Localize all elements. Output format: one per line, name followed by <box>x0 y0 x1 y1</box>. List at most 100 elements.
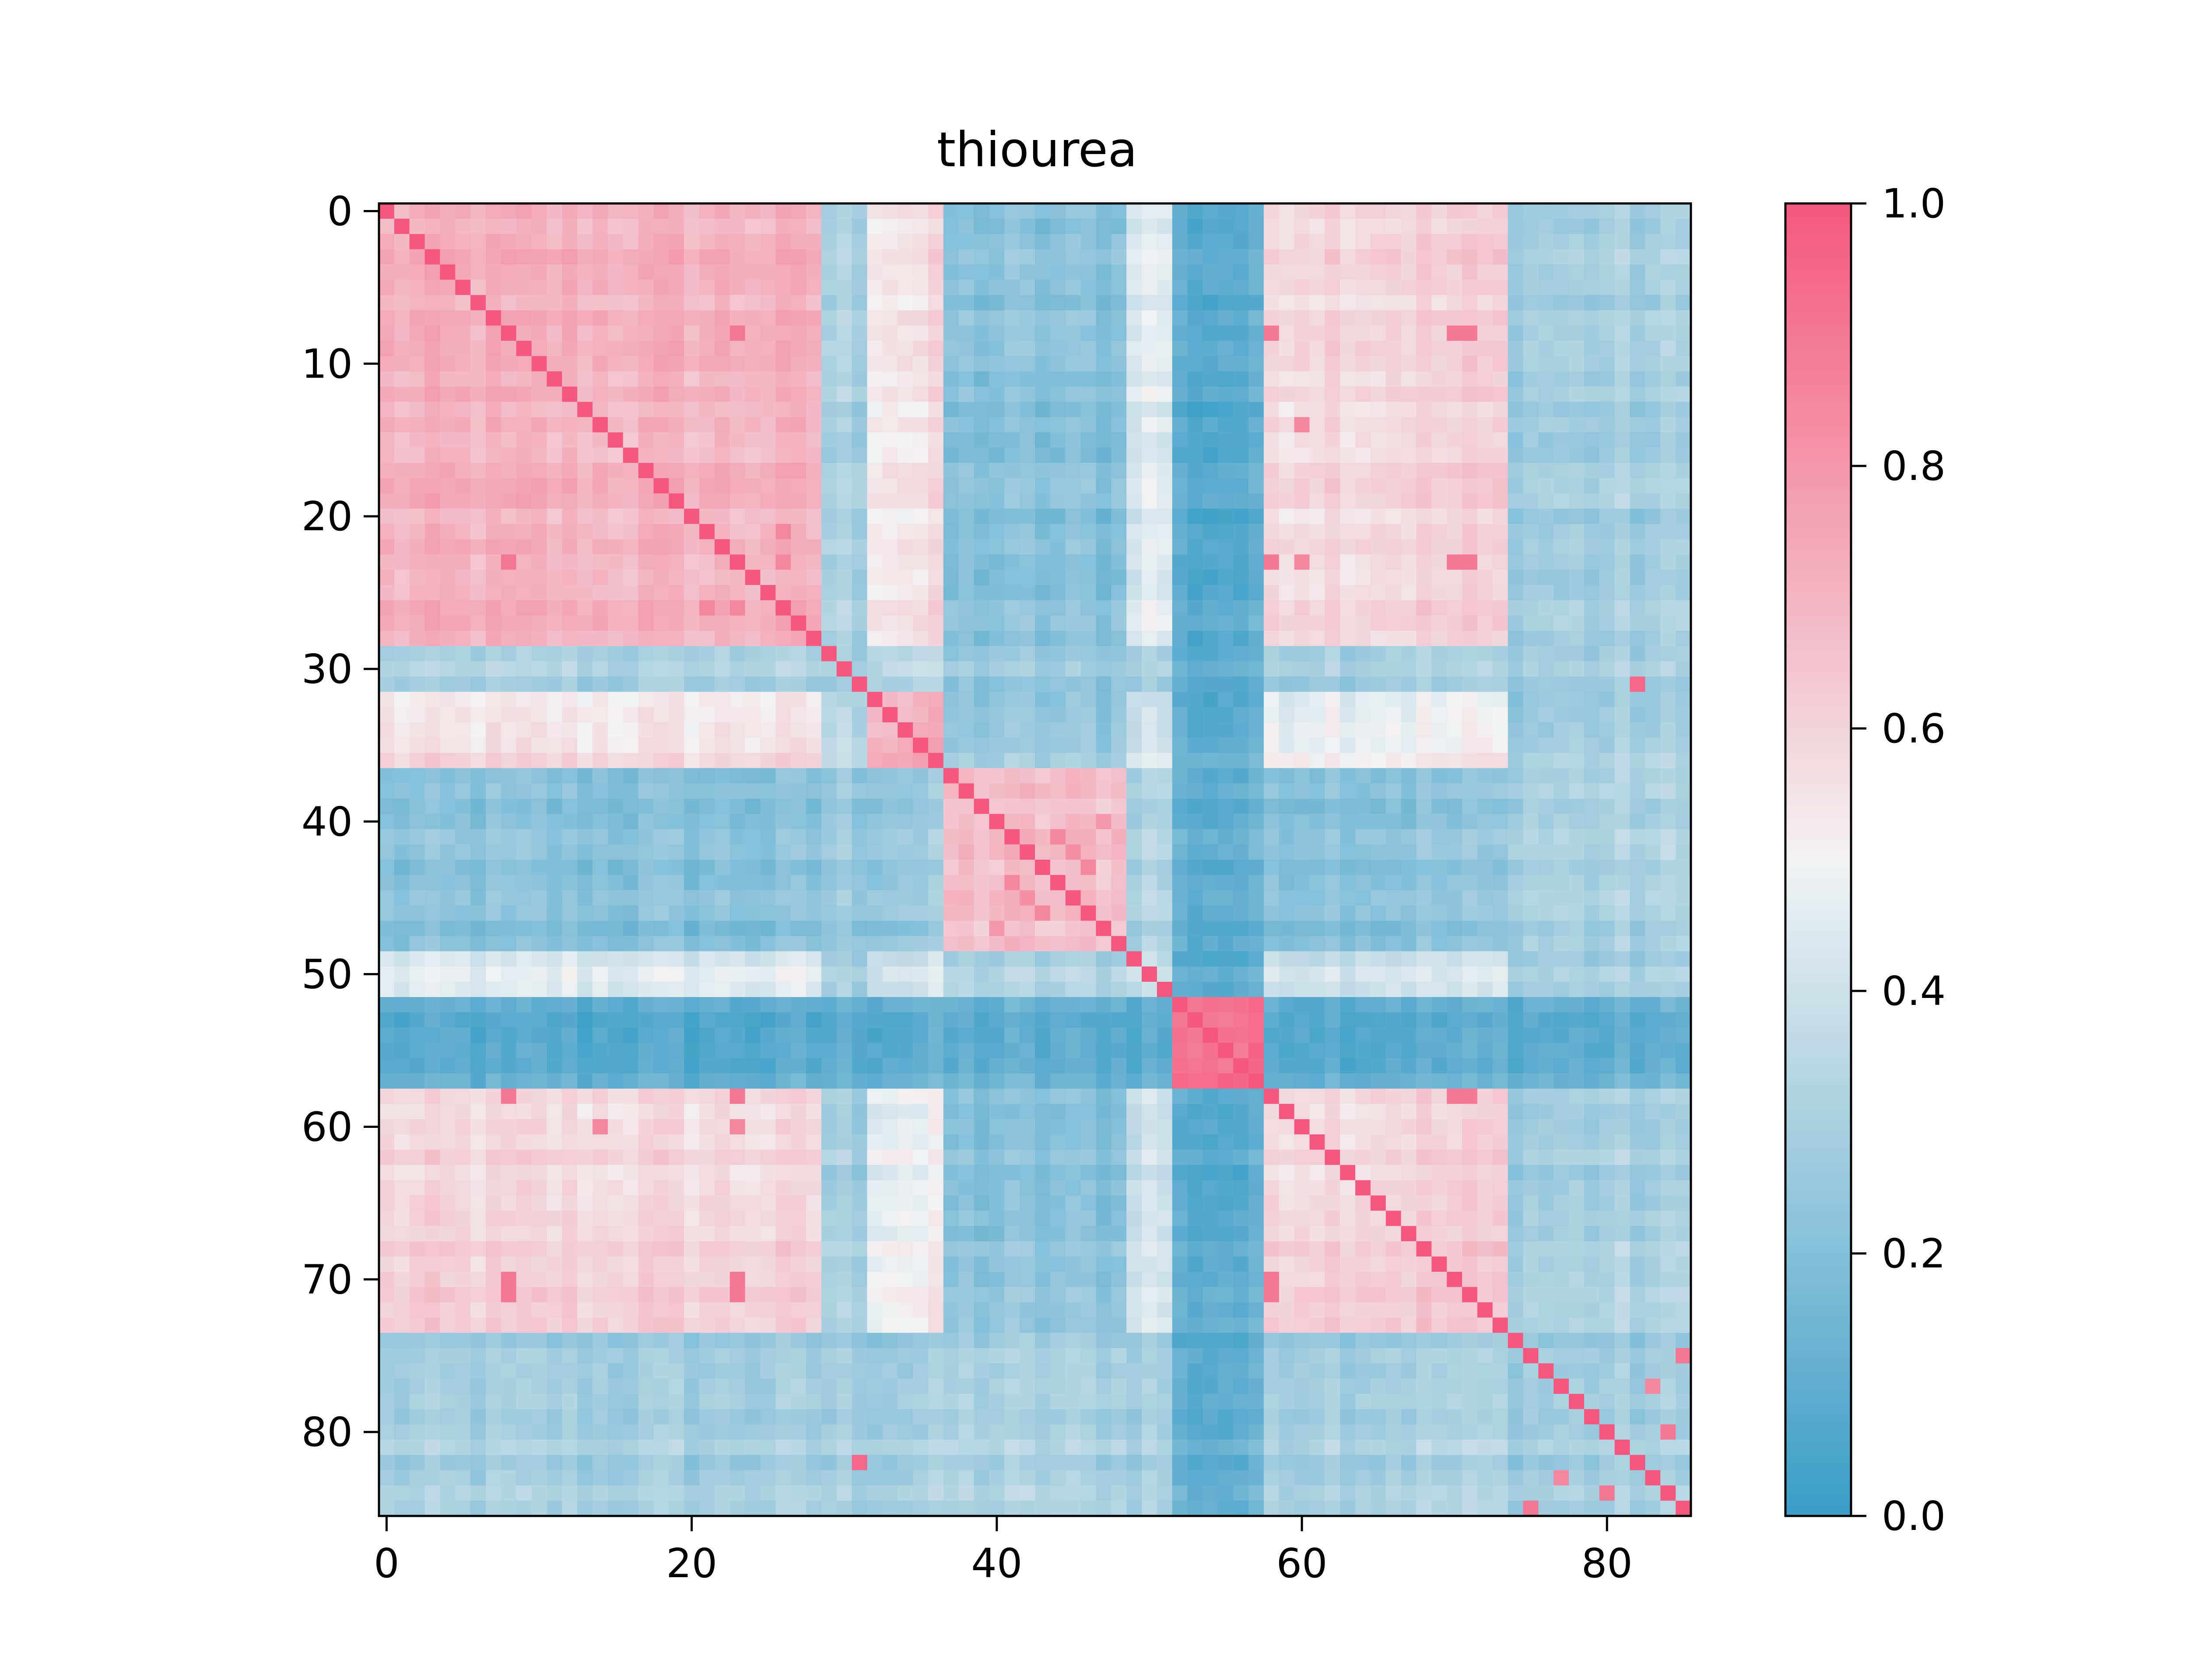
heatmap-cell <box>714 951 730 967</box>
heatmap-cell <box>409 844 425 860</box>
heatmap-cell <box>1126 707 1142 723</box>
heatmap-cell <box>821 737 837 753</box>
heatmap-cell <box>1492 1058 1508 1074</box>
heatmap-cell <box>1492 982 1508 998</box>
heatmap-cell <box>1645 356 1661 372</box>
heatmap-cell <box>1065 585 1081 601</box>
heatmap-cell <box>989 539 1005 555</box>
heatmap-cell <box>1447 234 1462 250</box>
heatmap-cell <box>1569 432 1585 448</box>
heatmap-cell <box>623 524 639 540</box>
heatmap-cell <box>1569 920 1585 937</box>
heatmap-cell <box>1431 326 1447 341</box>
heatmap-cell <box>699 844 715 860</box>
heatmap-cell <box>1553 493 1569 509</box>
heatmap-cell <box>1187 798 1203 814</box>
heatmap-cell <box>1569 402 1585 417</box>
heatmap-cell <box>913 539 929 555</box>
heatmap-cell <box>1569 860 1585 875</box>
heatmap-cell <box>1325 676 1340 692</box>
heatmap-cell <box>1218 798 1234 814</box>
heatmap-cell <box>928 768 944 784</box>
heatmap-cell <box>1080 783 1097 799</box>
heatmap-cell <box>836 615 852 631</box>
heatmap-cell <box>1385 646 1402 662</box>
heatmap-cell <box>1645 722 1661 738</box>
heatmap-cell <box>1263 203 1280 219</box>
heatmap-cell <box>607 570 624 585</box>
heatmap-cell <box>669 920 684 937</box>
heatmap-cell <box>989 692 1005 707</box>
heatmap-cell <box>928 295 944 311</box>
heatmap-cell <box>1416 798 1432 814</box>
heatmap-cell <box>455 875 471 891</box>
heatmap-cell <box>470 676 486 692</box>
heatmap-cell <box>1538 310 1554 326</box>
heatmap-cell <box>1294 585 1310 601</box>
heatmap-cell <box>1172 570 1188 585</box>
heatmap-cell <box>729 905 746 921</box>
heatmap-cell <box>791 844 806 860</box>
heatmap-cell <box>928 982 944 998</box>
heatmap-cell <box>1676 875 1691 891</box>
heatmap-cell <box>1340 554 1356 570</box>
heatmap-cell <box>913 630 929 647</box>
heatmap-cell <box>1599 615 1615 631</box>
heatmap-cell <box>1431 493 1447 509</box>
heatmap-cell <box>1660 234 1676 250</box>
heatmap-cell <box>1142 875 1157 891</box>
heatmap-cell <box>516 936 532 952</box>
heatmap-cell <box>1157 371 1173 387</box>
heatmap-cell <box>593 539 608 555</box>
heatmap-cell <box>547 1027 562 1043</box>
heatmap-cell <box>1599 875 1615 891</box>
heatmap-cell <box>1263 1058 1280 1074</box>
heatmap-cell <box>1065 920 1081 937</box>
heatmap-cell <box>1462 966 1478 982</box>
heatmap-cell <box>1157 402 1173 417</box>
heatmap-cell <box>928 432 944 448</box>
heatmap-cell <box>1020 508 1035 525</box>
heatmap-cell <box>424 768 441 784</box>
heatmap-cell <box>1508 707 1524 723</box>
heatmap-cell <box>1508 493 1524 509</box>
heatmap-cell <box>394 798 410 814</box>
heatmap-cell <box>1172 890 1188 906</box>
heatmap-cell <box>1523 1073 1539 1089</box>
heatmap-cell <box>501 646 517 662</box>
heatmap-cell <box>1477 707 1493 723</box>
heatmap-cell <box>958 432 975 448</box>
heatmap-cell <box>455 966 471 982</box>
heatmap-cell <box>882 554 898 570</box>
heatmap-cell <box>1309 386 1325 402</box>
heatmap-cell <box>440 203 456 219</box>
heatmap-cell <box>607 936 624 952</box>
heatmap-cell <box>1020 402 1035 417</box>
heatmap-cell <box>1172 340 1188 357</box>
heatmap-cell <box>1385 264 1402 280</box>
heatmap-cell <box>669 539 684 555</box>
heatmap-cell <box>836 798 852 814</box>
heatmap-cell <box>1065 203 1081 219</box>
heatmap-cell <box>1508 737 1524 753</box>
heatmap-cell <box>1416 875 1432 891</box>
heatmap-cell <box>1630 524 1646 540</box>
heatmap-cell <box>928 905 944 921</box>
heatmap-cell <box>1157 508 1173 525</box>
heatmap-cell <box>1584 478 1600 494</box>
heatmap-cell <box>1538 432 1554 448</box>
heatmap-cell <box>1660 539 1676 555</box>
heatmap-cell <box>1492 326 1508 341</box>
heatmap-cell <box>913 203 929 219</box>
heatmap-cell <box>1263 844 1280 860</box>
heatmap-cell <box>1172 798 1188 814</box>
heatmap-cell <box>593 356 608 372</box>
heatmap-cell <box>1492 203 1508 219</box>
heatmap-cell <box>1462 829 1478 845</box>
heatmap-cell <box>607 692 624 707</box>
heatmap-cell <box>1447 752 1462 769</box>
heatmap-cell <box>1172 997 1188 1013</box>
heatmap-cell <box>547 295 562 311</box>
heatmap-cell <box>1508 814 1524 830</box>
heatmap-cell <box>1126 1012 1142 1028</box>
